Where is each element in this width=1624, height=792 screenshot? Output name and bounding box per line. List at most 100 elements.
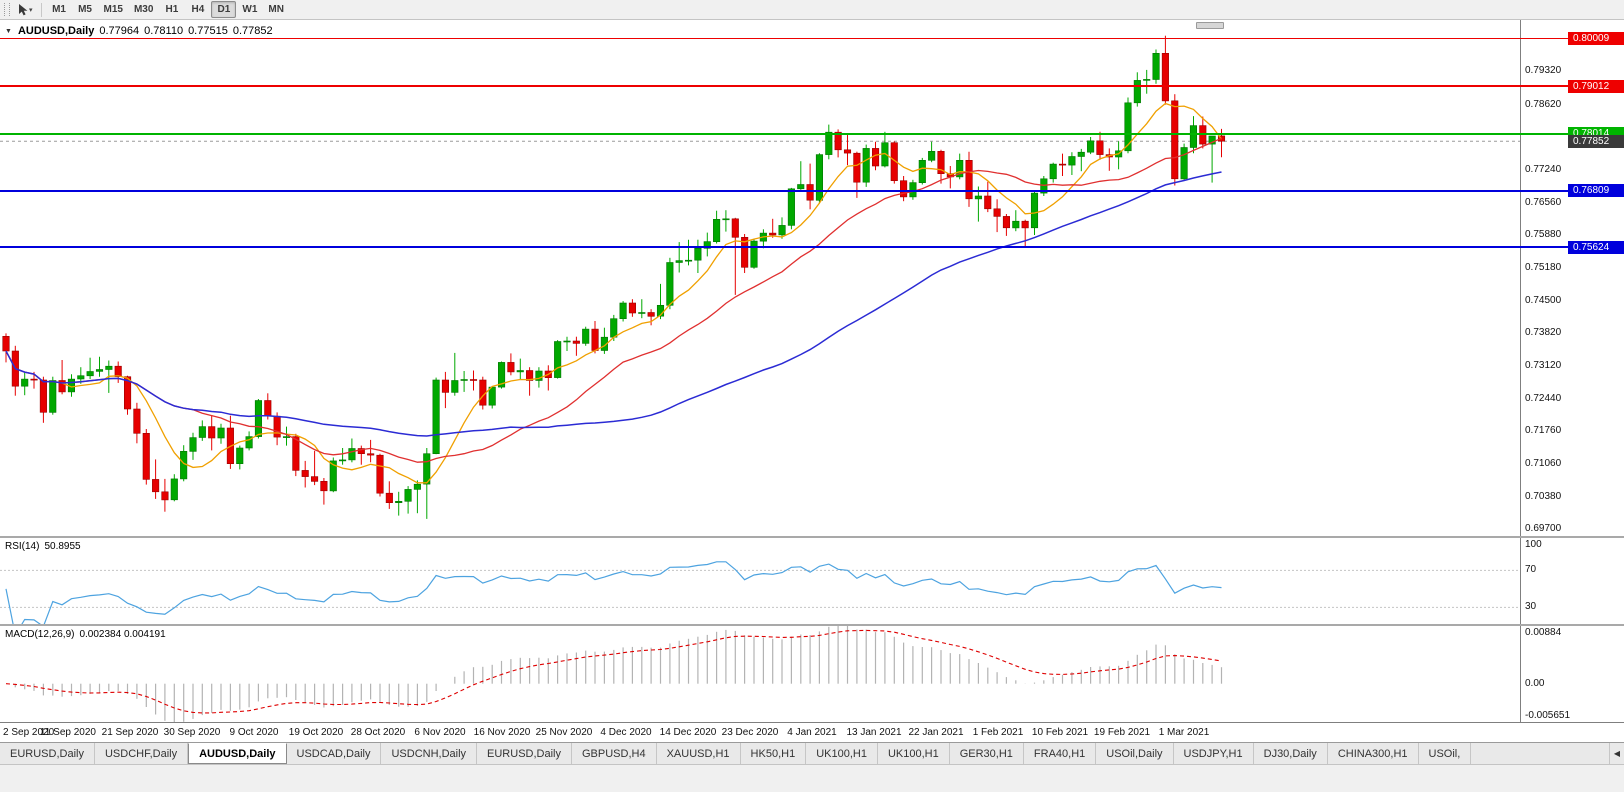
rsi-scale[interactable]: 100 70 30 <box>1520 538 1624 624</box>
tab-scroll-arrow-button[interactable]: ◀ <box>1608 743 1624 764</box>
macd-label: MACD(12,26,9) 0.002384 0.004191 <box>5 629 166 640</box>
ohlc-low: 0.77515 <box>188 25 228 37</box>
timeframe-button-h1[interactable]: H1 <box>165 4 179 15</box>
medium-ma-line <box>5 137 1222 463</box>
pointer-tool-button[interactable]: ▾ <box>14 1 36 19</box>
date-tick-10-feb-2021: 10 Feb 2021 <box>1031 727 1089 738</box>
timeframe-button-m15[interactable]: M15 <box>103 4 123 15</box>
chart-tab-hk50-h1[interactable]: HK50,H1 <box>740 743 807 764</box>
date-tick-16-nov-2020: 16 Nov 2020 <box>473 727 531 738</box>
price-tick-0-71760: 0.71760 <box>1525 424 1562 436</box>
price-scale[interactable]: 0.79320 0.78620 0.77240 0.76560 0.75880 0.751… <box>1520 20 1624 536</box>
date-tick-1-feb-2021: 1 Feb 2021 <box>972 727 1024 738</box>
date-tick-11-sep-2020: 11 Sep 2020 <box>40 727 96 738</box>
horizontal-line-0-80009[interactable] <box>0 37 1624 40</box>
cursor-arrow-icon <box>19 4 28 16</box>
chart-tab-gbpusd-h4[interactable]: GBPUSD,H4 <box>572 743 657 764</box>
chart-hscrollbar-thumb[interactable] <box>1196 22 1224 29</box>
chart-ohlc-title: ▼ AUDUSD,Daily 0.77964 0.78110 0.77515 0… <box>5 25 273 37</box>
chart-tab-usoil-daily[interactable]: USOil,Daily <box>1096 743 1174 764</box>
date-tick-19-feb-2021: 19 Feb 2021 <box>1093 727 1151 738</box>
date-tick-30-sep-2020: 30 Sep 2020 <box>163 727 221 738</box>
macd-chart[interactable] <box>0 626 1520 722</box>
date-tick-14-dec-2020: 14 Dec 2020 <box>659 727 717 738</box>
price-tick-0-72440: 0.72440 <box>1525 392 1562 404</box>
chart-tab-uk100-h1[interactable]: UK100,H1 <box>877 743 950 764</box>
chart-tab-uk100-h1[interactable]: UK100,H1 <box>806 743 878 764</box>
chart-tab-china300-h1[interactable]: CHINA300,H1 <box>1327 743 1419 764</box>
chart-symbol-period: AUDUSD,Daily <box>17 25 95 37</box>
timeframe-button-m5[interactable]: M5 <box>78 4 92 15</box>
chart-tab-dj30-daily[interactable]: DJ30,Daily <box>1253 743 1328 764</box>
timeframe-button-m30[interactable]: M30 <box>133 4 154 15</box>
panel-splitter-rsi[interactable] <box>0 536 1624 538</box>
slow-ma-line <box>5 171 1222 437</box>
price-tick-0-79320: 0.79320 <box>1525 65 1562 77</box>
rsi-chart[interactable] <box>0 538 1520 624</box>
macd-values: 0.002384 0.004191 <box>79 629 166 640</box>
chart-tab-fra40-h1[interactable]: FRA40,H1 <box>1023 743 1097 764</box>
dropdown-caret-icon: ▾ <box>29 6 33 14</box>
horizontal-line-0-78014[interactable] <box>0 132 1624 135</box>
ohlc-open: 0.77964 <box>99 25 140 37</box>
macd-tick-0-00884: 0.00884 <box>1525 627 1562 638</box>
chart-tab-usdchf-daily[interactable]: USDCHF,Daily <box>94 743 189 764</box>
rsi-panel: 100 70 30 RSI(14) 50.8955 <box>0 538 1624 624</box>
rsi-label: RSI(14) 50.8955 <box>5 541 81 552</box>
chart-tab-eurusd-daily[interactable]: EURUSD,Daily <box>477 743 572 764</box>
chart-tab-ger30-h1[interactable]: GER30,H1 <box>949 743 1024 764</box>
chart-tab-xauusd-h1[interactable]: XAUUSD,H1 <box>656 743 741 764</box>
date-tick-1-mar-2021: 1 Mar 2021 <box>1158 727 1210 738</box>
toolbar-separator <box>40 2 42 17</box>
level-price-label-0-76809: 0.76809 <box>1568 184 1624 198</box>
date-tick-4-jan-2021: 4 Jan 2021 <box>787 727 837 738</box>
fast-ma-line <box>5 102 1223 484</box>
macd-name: MACD(12,26,9) <box>5 629 75 640</box>
timeframe-button-m1[interactable]: M1 <box>52 4 66 15</box>
rsi-tick-100: 100 <box>1525 539 1542 550</box>
level-price-label-0-79012: 0.79012 <box>1568 79 1624 93</box>
date-tick-6-nov-2020: 6 Nov 2020 <box>414 727 466 738</box>
date-tick-28-oct-2020: 28 Oct 2020 <box>350 727 406 738</box>
chart-tab-audusd-daily[interactable]: AUDUSD,Daily <box>188 743 287 764</box>
time-axis[interactable]: 2 Sep 2020 11 Sep 2020 21 Sep 2020 30 Sep 2… <box>0 722 1624 742</box>
date-tick-13-jan-2021: 13 Jan 2021 <box>846 727 902 738</box>
panel-splitter-macd[interactable] <box>0 624 1624 626</box>
chart-tab-usdcad-daily[interactable]: USDCAD,Daily <box>286 743 382 764</box>
horizontal-line-0-76809[interactable] <box>0 189 1624 192</box>
price-tick-0-77240: 0.77240 <box>1525 164 1562 176</box>
date-tick-19-oct-2020: 19 Oct 2020 <box>288 727 344 738</box>
price-tick-0-73120: 0.73120 <box>1525 360 1562 372</box>
rsi-tick-70: 70 <box>1525 564 1537 576</box>
rsi-tick-30: 30 <box>1525 601 1537 613</box>
timeframes-toolbar: ▾ M1 M5 M15 M30 H1 H4 D1 W1 MN <box>0 0 1624 20</box>
macd-panel: 0.00884 0.00 -0.005651 MACD(12,26,9) 0.002… <box>0 626 1624 722</box>
macd-scale[interactable]: 0.00884 0.00 -0.005651 <box>1520 626 1624 722</box>
timeframe-button-d1[interactable]: D1 <box>211 1 237 18</box>
rsi-name: RSI(14) <box>5 541 40 552</box>
horizontal-line-0-79012[interactable] <box>0 85 1624 87</box>
price-tick-0-73820: 0.73820 <box>1525 326 1562 338</box>
horizontal-line-0-75624[interactable] <box>0 246 1624 249</box>
timeframe-button-h4[interactable]: H4 <box>191 4 205 15</box>
chart-tab-usdjpy-h1[interactable]: USDJPY,H1 <box>1173 743 1254 764</box>
price-tick-0-69700: 0.69700 <box>1525 522 1562 534</box>
level-price-label-0-80009: 0.80009 <box>1568 32 1624 46</box>
chart-tab-usdcnh-daily[interactable]: USDCNH,Daily <box>381 743 478 764</box>
date-tick-21-sep-2020: 21 Sep 2020 <box>101 727 159 738</box>
price-tick-0-75880: 0.75880 <box>1525 229 1562 240</box>
timeframe-button-mn[interactable]: MN <box>268 4 284 15</box>
one-click-trading-arrow-icon[interactable]: ▼ <box>5 27 12 35</box>
candlestick-chart[interactable] <box>0 20 1520 536</box>
ohlc-high: 0.78110 <box>144 25 184 37</box>
timeframe-button-w1[interactable]: W1 <box>242 4 258 15</box>
status-bar <box>0 764 1624 792</box>
chart-tab-usoil[interactable]: USOil, <box>1418 743 1472 764</box>
toolbar-grip-handle[interactable] <box>4 3 10 16</box>
ohlc-close: 0.77852 <box>232 25 273 37</box>
date-tick-4-dec-2020: 4 Dec 2020 <box>600 727 652 738</box>
date-tick-9-oct-2020: 9 Oct 2020 <box>229 727 279 738</box>
macd-tick-0-005651: -0.005651 <box>1525 710 1571 721</box>
chart-tab-eurusd-daily[interactable]: EURUSD,Daily <box>0 743 95 764</box>
